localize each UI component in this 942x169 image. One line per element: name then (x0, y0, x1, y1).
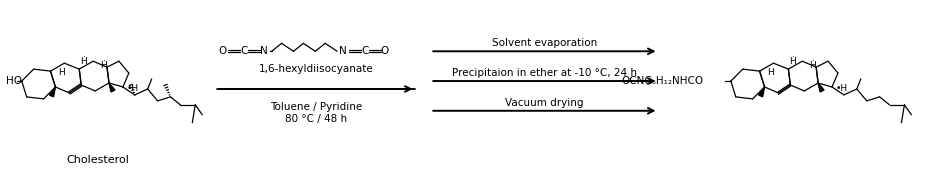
Text: Ḣ: Ḣ (789, 57, 796, 66)
Text: Cholesterol: Cholesterol (67, 155, 130, 165)
Text: Vacuum drying: Vacuum drying (505, 98, 584, 108)
Text: O: O (218, 46, 226, 56)
Text: C: C (240, 46, 248, 56)
Text: H: H (767, 68, 774, 77)
Text: HO: HO (6, 76, 22, 86)
Text: Ḣ: Ḣ (809, 61, 816, 70)
Polygon shape (758, 87, 765, 97)
Text: 1,6-hexyldiisocyanate: 1,6-hexyldiisocyanate (259, 64, 374, 74)
Text: •H: •H (836, 84, 848, 93)
Text: N: N (339, 46, 347, 56)
Text: Solvent evaporation: Solvent evaporation (492, 38, 597, 48)
Text: Ḣ: Ḣ (80, 57, 87, 66)
Text: Precipitaion in ether at -10 °C, 24 h: Precipitaion in ether at -10 °C, 24 h (452, 68, 637, 78)
Text: Toluene / Pyridine: Toluene / Pyridine (270, 102, 363, 112)
Polygon shape (109, 83, 115, 92)
Text: OCNC₆H₁₂NHCO: OCNC₆H₁₂NHCO (621, 76, 703, 86)
Text: O: O (381, 46, 389, 56)
Text: 80 °C / 48 h: 80 °C / 48 h (285, 114, 348, 124)
Text: C: C (361, 46, 368, 56)
Polygon shape (818, 83, 824, 92)
Text: N: N (260, 46, 268, 56)
Text: •H: •H (127, 84, 139, 93)
Text: Ḣ: Ḣ (100, 61, 106, 70)
Polygon shape (50, 87, 56, 97)
Text: H: H (58, 68, 65, 77)
